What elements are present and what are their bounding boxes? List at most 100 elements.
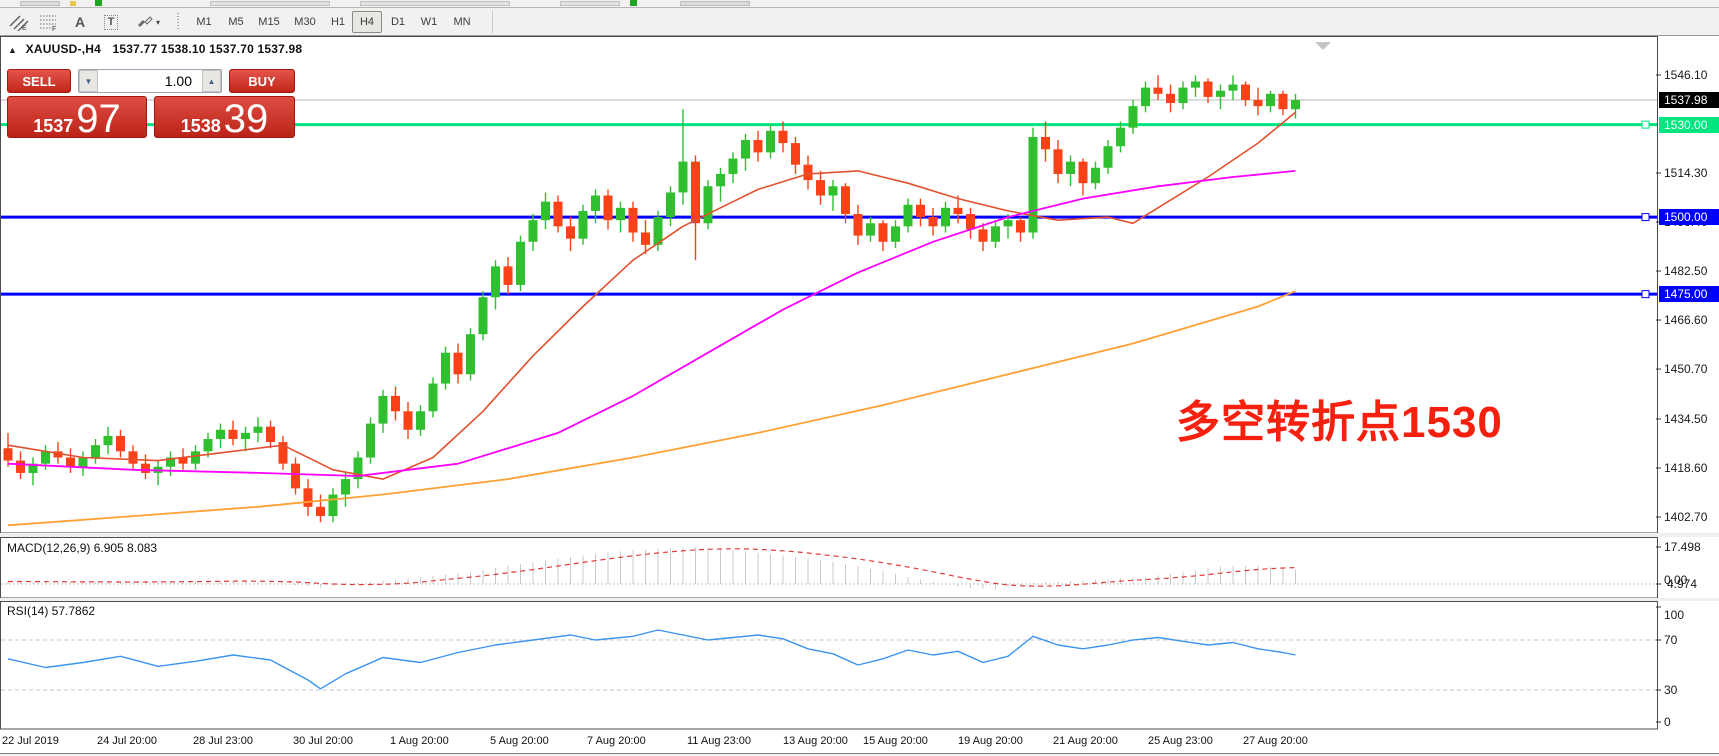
- current-price-badge: 1537.98: [1659, 92, 1719, 109]
- arrows-tool-icon[interactable]: ▾: [128, 11, 168, 33]
- candle-body: [466, 334, 475, 375]
- text-tool-icon[interactable]: A: [74, 14, 86, 30]
- panel-splitter[interactable]: [0, 533, 1719, 537]
- timeframe-button-mn[interactable]: MN: [453, 16, 471, 28]
- chart-window[interactable]: ▲ XAUUSD-,H4 1537.77 1538.10 1537.70 153…: [0, 36, 1719, 756]
- time-axis-label[interactable]: 19 Aug 20:00: [958, 735, 1023, 747]
- volume-value[interactable]: 1.00: [164, 73, 192, 89]
- ask-major-digits: 1538: [180, 116, 221, 136]
- candlestick-series: [3, 75, 1300, 523]
- candle-body: [341, 479, 350, 495]
- candle-body: [653, 217, 663, 245]
- main-chart-plot[interactable]: [1, 75, 1657, 527]
- time-axis-label[interactable]: 22 Jul 2019: [2, 735, 59, 747]
- candle-body: [353, 457, 363, 480]
- macd-axis-top-tick: 17.498: [1664, 540, 1701, 554]
- time-axis-label[interactable]: 15 Aug 20:00: [863, 735, 928, 747]
- volume-stepper[interactable]: ▼ 1.00 ▲: [78, 69, 222, 93]
- symbol-period-label: XAUUSD-,H4: [25, 42, 101, 56]
- chart-text-annotation[interactable]: 多空转折点1530: [1176, 398, 1503, 447]
- chart-canvas[interactable]: [0, 36, 1719, 756]
- time-axis-label[interactable]: 24 Jul 20:00: [97, 735, 157, 747]
- candle-body: [478, 297, 488, 335]
- candle-body: [678, 161, 688, 193]
- candle-body: [241, 432, 250, 440]
- candle-body: [816, 180, 825, 196]
- timeframe-button-m15[interactable]: M15: [258, 16, 280, 28]
- clipped-toolbar-fragment: [20, 1, 60, 6]
- timeframe-button-h1[interactable]: H1: [330, 16, 346, 28]
- macd-panel[interactable]: [1, 547, 1657, 590]
- time-axis-label[interactable]: 11 Aug 23:00: [687, 735, 752, 747]
- bid-minor-digits: 97: [76, 97, 121, 141]
- time-axis-label[interactable]: 1 Aug 20:00: [390, 735, 449, 747]
- candle-body: [966, 214, 975, 230]
- level-line-handle[interactable]: [1641, 290, 1650, 299]
- level-line-handle[interactable]: [1641, 213, 1650, 222]
- price-axis-tick: 1514.30: [1664, 166, 1708, 181]
- candle-body: [1291, 99, 1300, 110]
- clipped-toolbar-fragment: [95, 0, 102, 6]
- level-price-badge: 1530.00: [1659, 116, 1719, 133]
- clipped-toolbar-fragment: [630, 0, 637, 6]
- clipped-toolbar-fragment: [210, 1, 330, 6]
- candle-body: [578, 210, 588, 239]
- bid-price-box[interactable]: 1537 97: [7, 96, 147, 141]
- macd-axis-overlap-tick: 4.974: [1667, 577, 1698, 591]
- candle-body: [1178, 87, 1188, 104]
- candle-body: [516, 241, 525, 285]
- collapse-panel-icon[interactable]: ▲: [8, 45, 18, 55]
- candle-body: [266, 426, 275, 443]
- candle-body: [853, 214, 863, 236]
- candle-body: [978, 229, 988, 242]
- ask-price-box[interactable]: 1538 39: [154, 96, 295, 139]
- candle-body: [878, 223, 888, 242]
- chart-shift-marker-icon[interactable]: [1315, 42, 1331, 50]
- buy-button[interactable]: BUY: [229, 69, 295, 93]
- timeframe-button-m30[interactable]: M30: [294, 16, 316, 28]
- time-axis-label[interactable]: 7 Aug 20:00: [587, 735, 646, 747]
- sell-button[interactable]: SELL: [7, 69, 71, 93]
- level-line-handle[interactable]: [1641, 120, 1650, 129]
- candle-body: [1166, 93, 1175, 104]
- rsi-panel[interactable]: [1, 629, 1657, 691]
- time-axis-label[interactable]: 30 Jul 20:00: [293, 735, 353, 747]
- level-price-badge: 1475.00: [1659, 286, 1719, 303]
- candle-body: [1103, 146, 1113, 168]
- moving-average-line: [7, 111, 1297, 480]
- timeframe-button-m5[interactable]: M5: [228, 16, 244, 28]
- candle-body: [641, 232, 650, 245]
- timeframe-button-d1[interactable]: D1: [390, 16, 406, 28]
- time-axis-label[interactable]: 28 Jul 23:00: [193, 735, 253, 747]
- panel-splitter[interactable]: [0, 598, 1719, 601]
- candle-body: [228, 429, 238, 440]
- price-axis-tick: 1434.50: [1664, 411, 1708, 426]
- timeframe-button-h4[interactable]: H4: [352, 11, 382, 33]
- candle-body: [428, 383, 438, 412]
- panel-border: [0, 537, 1658, 599]
- time-axis-label[interactable]: 25 Aug 23:00: [1148, 735, 1213, 747]
- candle-body: [441, 352, 450, 384]
- text-label-tool-icon[interactable]: T: [98, 11, 124, 33]
- candle-body: [866, 223, 875, 236]
- candle-body: [28, 463, 38, 473]
- time-axis-label[interactable]: 27 Aug 20:00: [1243, 735, 1308, 747]
- candle-body: [778, 130, 788, 144]
- candle-body: [603, 195, 613, 221]
- candle-body: [166, 457, 175, 467]
- candle-body: [628, 207, 638, 233]
- candle-body: [78, 457, 88, 467]
- fibonacci-tool-icon[interactable]: F: [36, 11, 62, 33]
- timeframe-button-w1[interactable]: W1: [420, 16, 438, 28]
- volume-decrease-icon[interactable]: ▼: [79, 70, 98, 92]
- equidistant-channel-tool-icon[interactable]: E: [6, 11, 32, 33]
- volume-increase-icon[interactable]: ▲: [202, 70, 221, 92]
- candle-body: [1141, 87, 1150, 107]
- time-axis-label[interactable]: 21 Aug 20:00: [1053, 735, 1118, 747]
- candle-body: [366, 423, 375, 458]
- time-axis-label[interactable]: 5 Aug 20:00: [490, 735, 549, 747]
- timeframe-button-m1[interactable]: M1: [196, 16, 212, 28]
- candle-body: [1216, 90, 1225, 97]
- time-axis-label[interactable]: 13 Aug 20:00: [783, 735, 848, 747]
- toolbar-grip[interactable]: [176, 13, 180, 31]
